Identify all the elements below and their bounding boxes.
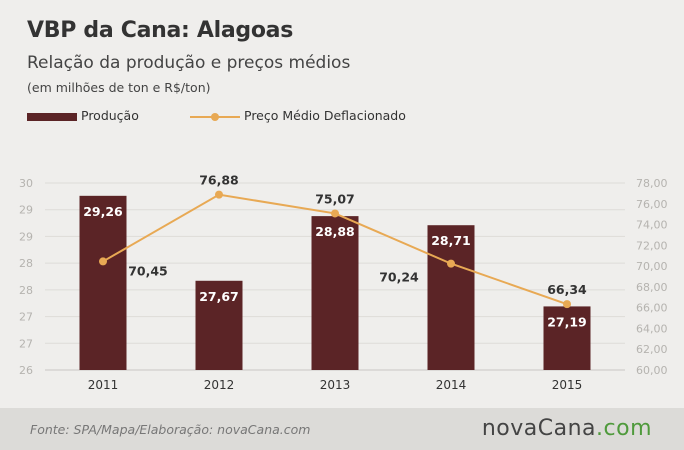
left-axis-tick-label: 29 (19, 230, 33, 243)
price-point (99, 257, 107, 266)
legend-line-swatch (190, 112, 240, 122)
bar-value-label: 27,19 (547, 314, 587, 329)
brand-domain: .com (596, 416, 652, 441)
price-value-label: 66,34 (547, 282, 587, 297)
bar (79, 195, 127, 370)
legend-item-line: Preço Médio Deflacionado (190, 108, 406, 123)
price-point (331, 209, 339, 218)
left-axis-tick-label: 26 (19, 364, 33, 377)
price-point (563, 300, 571, 309)
left-axis-tick-label: 28 (19, 284, 33, 297)
bar (195, 280, 243, 370)
legend-bar-label: Produção (81, 108, 139, 123)
brand-logo: novaCana.com (482, 416, 652, 441)
x-axis-tick-label: 2015 (552, 378, 583, 392)
left-axis-tick-label: 30 (19, 177, 33, 190)
right-axis-tick-label: 74,00 (636, 219, 668, 232)
left-axis-tick-label: 29 (19, 204, 33, 217)
brand-name: novaCana (481, 416, 597, 441)
price-value-label: 75,07 (315, 191, 355, 206)
x-axis-tick-label: 2012 (204, 378, 235, 392)
source-note: Fonte: SPA/Mapa/Elaboração: novaCana.com (30, 422, 311, 437)
footer-bar: Fonte: SPA/Mapa/Elaboração: novaCana.com… (0, 408, 684, 450)
price-point (447, 259, 455, 268)
right-axis-tick-label: 66,00 (636, 302, 668, 315)
chart-units-note: (em milhões de ton e R$/ton) (27, 80, 211, 95)
left-axis-tick-label: 27 (19, 311, 33, 324)
right-axis-tick-label: 70,00 (636, 260, 668, 273)
right-axis-tick-label: 62,00 (636, 343, 668, 356)
legend-item-bar: Produção (27, 108, 139, 123)
price-value-label: 70,45 (128, 263, 168, 278)
bar-value-label: 27,67 (199, 289, 239, 304)
legend-line-label: Preço Médio Deflacionado (244, 108, 406, 123)
bar (311, 216, 359, 370)
right-axis-tick-label: 68,00 (636, 281, 668, 294)
x-axis-tick-label: 2011 (88, 378, 119, 392)
legend-bar-swatch (27, 112, 77, 121)
bar-value-label: 28,88 (315, 224, 355, 239)
right-axis-tick-label: 64,00 (636, 322, 668, 335)
x-axis-tick-label: 2014 (436, 378, 467, 392)
right-axis-tick-label: 76,00 (636, 198, 668, 211)
price-value-label: 70,24 (379, 270, 419, 285)
chart-title: VBP da Cana: Alagoas (27, 18, 294, 43)
chart-subtitle: Relação da produção e preços médios (27, 53, 351, 73)
price-point (215, 190, 223, 199)
bar (543, 306, 591, 370)
right-axis-tick-label: 72,00 (636, 239, 668, 252)
bar (427, 225, 475, 370)
right-axis-tick-label: 78,00 (636, 177, 668, 190)
bar-value-label: 28,71 (431, 233, 471, 248)
combo-chart: 26 27 27 28 28 29 29 30 60,00 62,00 64,00 66,00 68,0… (19, 173, 668, 392)
bar-value-label: 29,26 (83, 204, 123, 219)
right-axis-tick-label: 60,00 (636, 364, 668, 377)
left-axis-tick-label: 27 (19, 337, 33, 350)
price-value-label: 76,88 (199, 173, 239, 188)
x-axis-tick-label: 2013 (320, 378, 351, 392)
left-axis-tick-label: 28 (19, 257, 33, 270)
